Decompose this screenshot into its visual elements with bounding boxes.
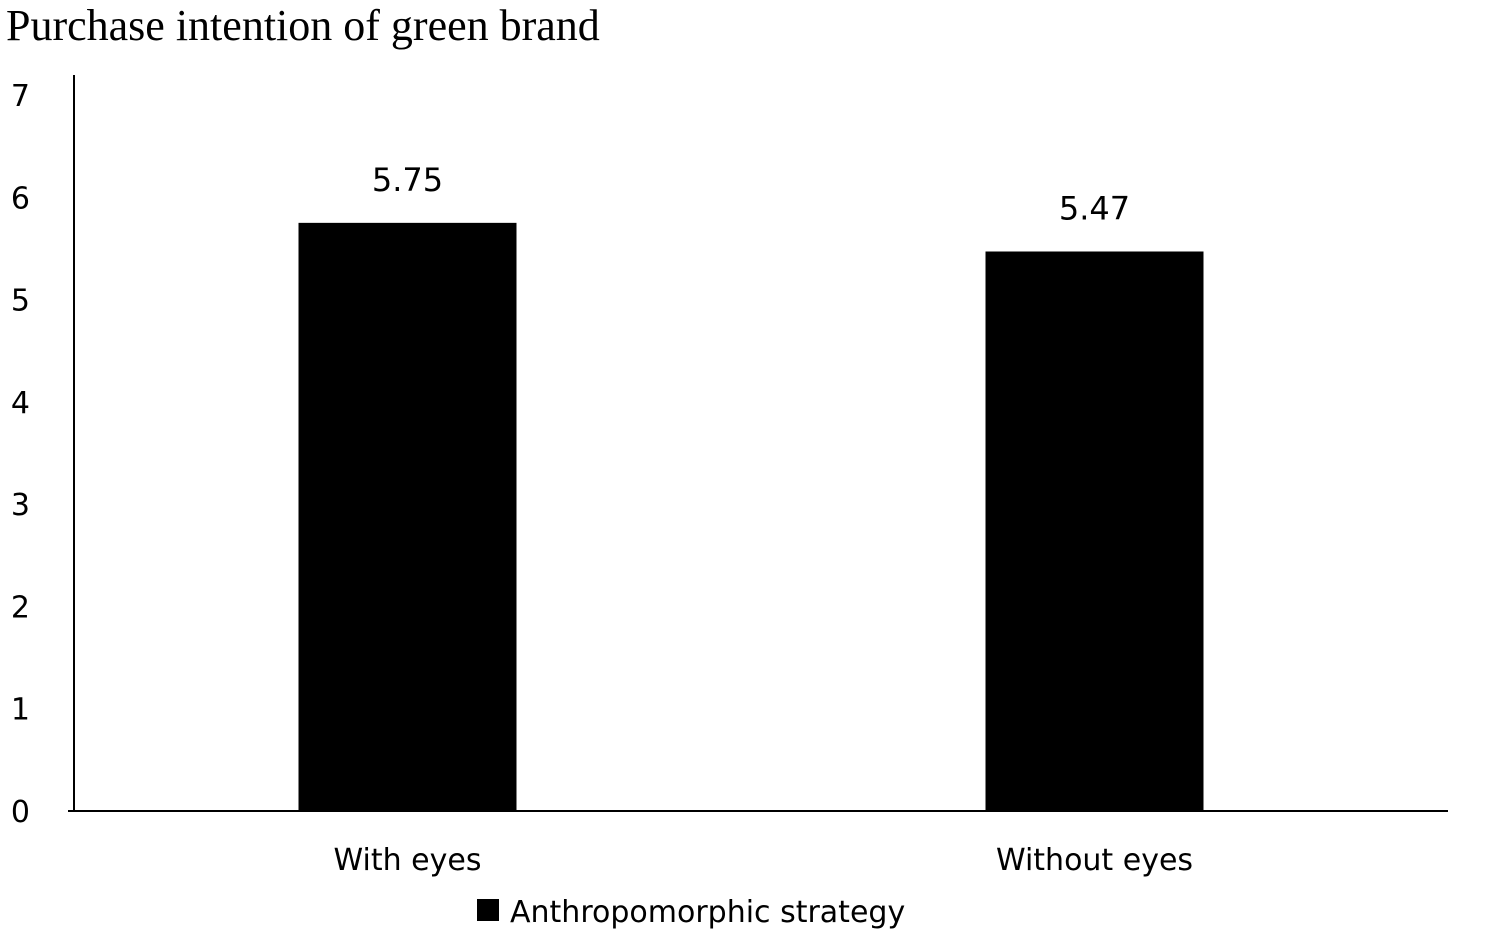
y-tick-label: 3 — [11, 488, 30, 523]
y-tick-label: 6 — [11, 181, 30, 216]
data-labels: 5.75 5.47 — [372, 161, 1130, 228]
y-tick-label: 0 — [11, 795, 30, 830]
y-axis-ticks: 0 1 2 3 4 5 6 7 — [11, 79, 30, 830]
y-tick-label: 5 — [11, 284, 30, 319]
y-tick-label: 4 — [11, 386, 30, 421]
category-labels: With eyes Without eyes — [334, 843, 1194, 878]
y-tick-label: 1 — [11, 693, 30, 728]
x-category-label: With eyes — [334, 843, 482, 878]
x-category-label: Without eyes — [996, 843, 1193, 878]
bar-value-label: 5.75 — [372, 161, 443, 199]
y-tick-label: 7 — [11, 79, 30, 114]
bar — [985, 251, 1204, 812]
legend-label: Anthropomorphic strategy — [510, 895, 905, 930]
legend: Anthropomorphic strategy — [477, 895, 905, 930]
bar — [298, 222, 517, 811]
chart-title: Purchase intention of green brand — [6, 1, 600, 50]
legend-swatch — [477, 899, 499, 921]
y-tick-label: 2 — [11, 590, 30, 625]
bar-value-label: 5.47 — [1059, 189, 1130, 227]
bars — [298, 222, 1204, 812]
